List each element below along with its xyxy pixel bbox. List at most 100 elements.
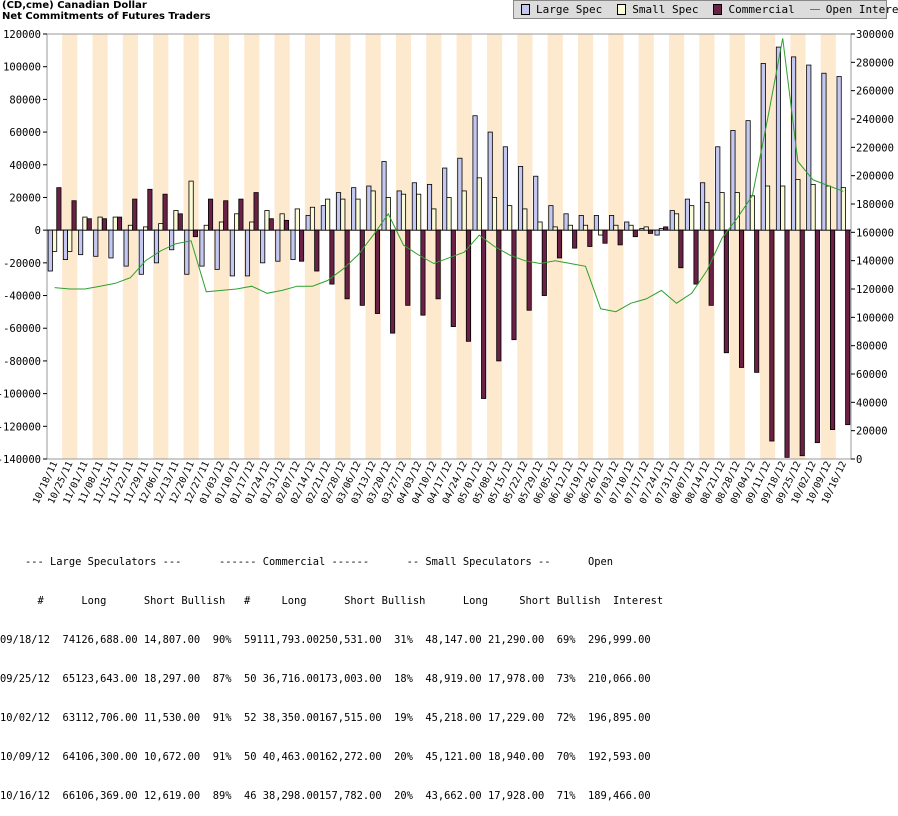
large-spec-bar (517, 166, 524, 231)
commercial-bar (283, 219, 289, 231)
commercial-bar (177, 213, 183, 231)
commercial-bar (192, 229, 198, 238)
large-spec-bar (760, 63, 766, 231)
background-band (608, 34, 624, 459)
commercial-bar (253, 192, 259, 231)
commercial-bar (693, 229, 699, 285)
small-spec-bar (658, 228, 664, 231)
commercial-bar (162, 193, 168, 231)
large-spec-bar (715, 146, 721, 231)
left-tick-label: -120000 (0, 421, 41, 433)
right-tick-label: 260000 (856, 86, 894, 98)
large-spec-bar (199, 229, 205, 267)
large-spec-bar (47, 229, 53, 272)
large-spec-bar (639, 228, 645, 231)
background-band (577, 34, 594, 459)
large-spec-bar (351, 187, 357, 231)
large-spec-bar (396, 190, 402, 231)
large-spec-bar (457, 157, 463, 231)
commercial-bar (632, 229, 638, 238)
left-tick-label: -80000 (3, 356, 41, 368)
left-tick-label: -40000 (3, 291, 41, 303)
large-spec-bar (108, 229, 114, 259)
small-spec-bar (294, 208, 300, 231)
small-spec-bar (643, 226, 649, 231)
commercial-bar (208, 198, 214, 231)
commercial-bar (738, 229, 745, 368)
left-tick-label: 60000 (9, 127, 41, 139)
small-spec-bar (97, 216, 103, 231)
commercial-bar (117, 216, 123, 231)
large-spec-bar (654, 229, 660, 236)
small-spec-bar (370, 190, 376, 231)
open-interest-series (54, 38, 844, 313)
background-band (244, 34, 260, 459)
positions-table: --- Large Speculators --- ------ Commerc… (0, 530, 663, 816)
commercial-bar (845, 229, 851, 426)
small-spec-bar (461, 190, 467, 231)
legend-label-small-spec: Small Spec (632, 3, 699, 16)
right-tick-label: 140000 (856, 256, 894, 268)
large-spec-bar (533, 175, 539, 231)
commercial-bar (587, 229, 593, 247)
left-tick-label: -140000 (0, 454, 41, 466)
commercial-bar (147, 188, 153, 231)
small-spec-bar (734, 192, 740, 231)
small-spec-bar (552, 226, 558, 231)
large-spec-bar (502, 146, 508, 231)
commercial-bar (405, 229, 411, 306)
left-tick-label: 80000 (9, 94, 41, 106)
small-spec-bar (582, 224, 589, 231)
bar-series (47, 46, 851, 458)
large-spec-bar (821, 72, 827, 231)
small-spec-bar (840, 187, 846, 231)
commercial-bar (344, 229, 350, 300)
legend-swatch-large-spec (521, 4, 530, 15)
background-band (456, 34, 472, 459)
commercial-bar (450, 229, 456, 327)
large-spec-bar (578, 215, 584, 231)
legend-swatch-open-interest (809, 9, 820, 10)
large-spec-bar (78, 229, 84, 256)
right-axis-labels: 3000002800002600002400002200002000001800… (856, 29, 894, 466)
large-spec-bar (624, 221, 630, 231)
large-spec-bar (791, 56, 797, 231)
large-spec-bar (487, 131, 493, 231)
small-spec-bar (704, 201, 710, 231)
small-spec-bar (143, 226, 149, 231)
left-tick-label: -100000 (0, 389, 41, 401)
large-spec-bar (730, 130, 736, 231)
right-tick-label: 160000 (856, 227, 894, 239)
open-interest-line (54, 38, 844, 313)
right-tick-label: 20000 (856, 426, 888, 438)
commercial-bar (647, 229, 654, 234)
large-spec-bar (123, 229, 129, 267)
large-spec-bar (366, 185, 372, 231)
small-spec-bar (795, 179, 801, 231)
small-spec-bar (67, 229, 73, 252)
chart-title: (CD,cme) Canadian Dollar Net Commitments… (2, 0, 211, 22)
legend-item-open-interest: Open Interest (809, 3, 898, 16)
commercial-bar (526, 229, 532, 311)
large-spec-bar (669, 210, 675, 231)
table-column-header: # Long Short Bullish # Long Short Bullis… (0, 595, 664, 607)
left-axis-labels: 120000 100000 80000 60000 40000 20000 0 -20000 -… (0, 29, 41, 466)
commercial-bar (602, 229, 608, 244)
small-spec-bar (249, 221, 255, 231)
small-spec-bar (598, 229, 604, 236)
background-band (304, 34, 321, 459)
left-tick-label: 40000 (9, 160, 41, 172)
legend: Large Spec Small Spec Commercial Open In… (513, 0, 898, 19)
left-tick-label: 0 (35, 225, 41, 237)
commercial-bar (329, 229, 335, 285)
legend-swatch-small-spec (617, 4, 627, 15)
x-axis-labels: 10/18/1110/25/1111/01/1111/08/1111/15/11… (31, 459, 849, 505)
right-tick-label: 200000 (856, 171, 894, 183)
commercial-bar (723, 229, 729, 354)
large-spec-bar (548, 205, 554, 231)
right-tick-label: 120000 (856, 284, 894, 296)
large-spec-bar (229, 229, 235, 277)
plot-frame (46, 33, 852, 460)
small-spec-bar (173, 210, 179, 231)
right-tick-label: 180000 (856, 199, 894, 211)
